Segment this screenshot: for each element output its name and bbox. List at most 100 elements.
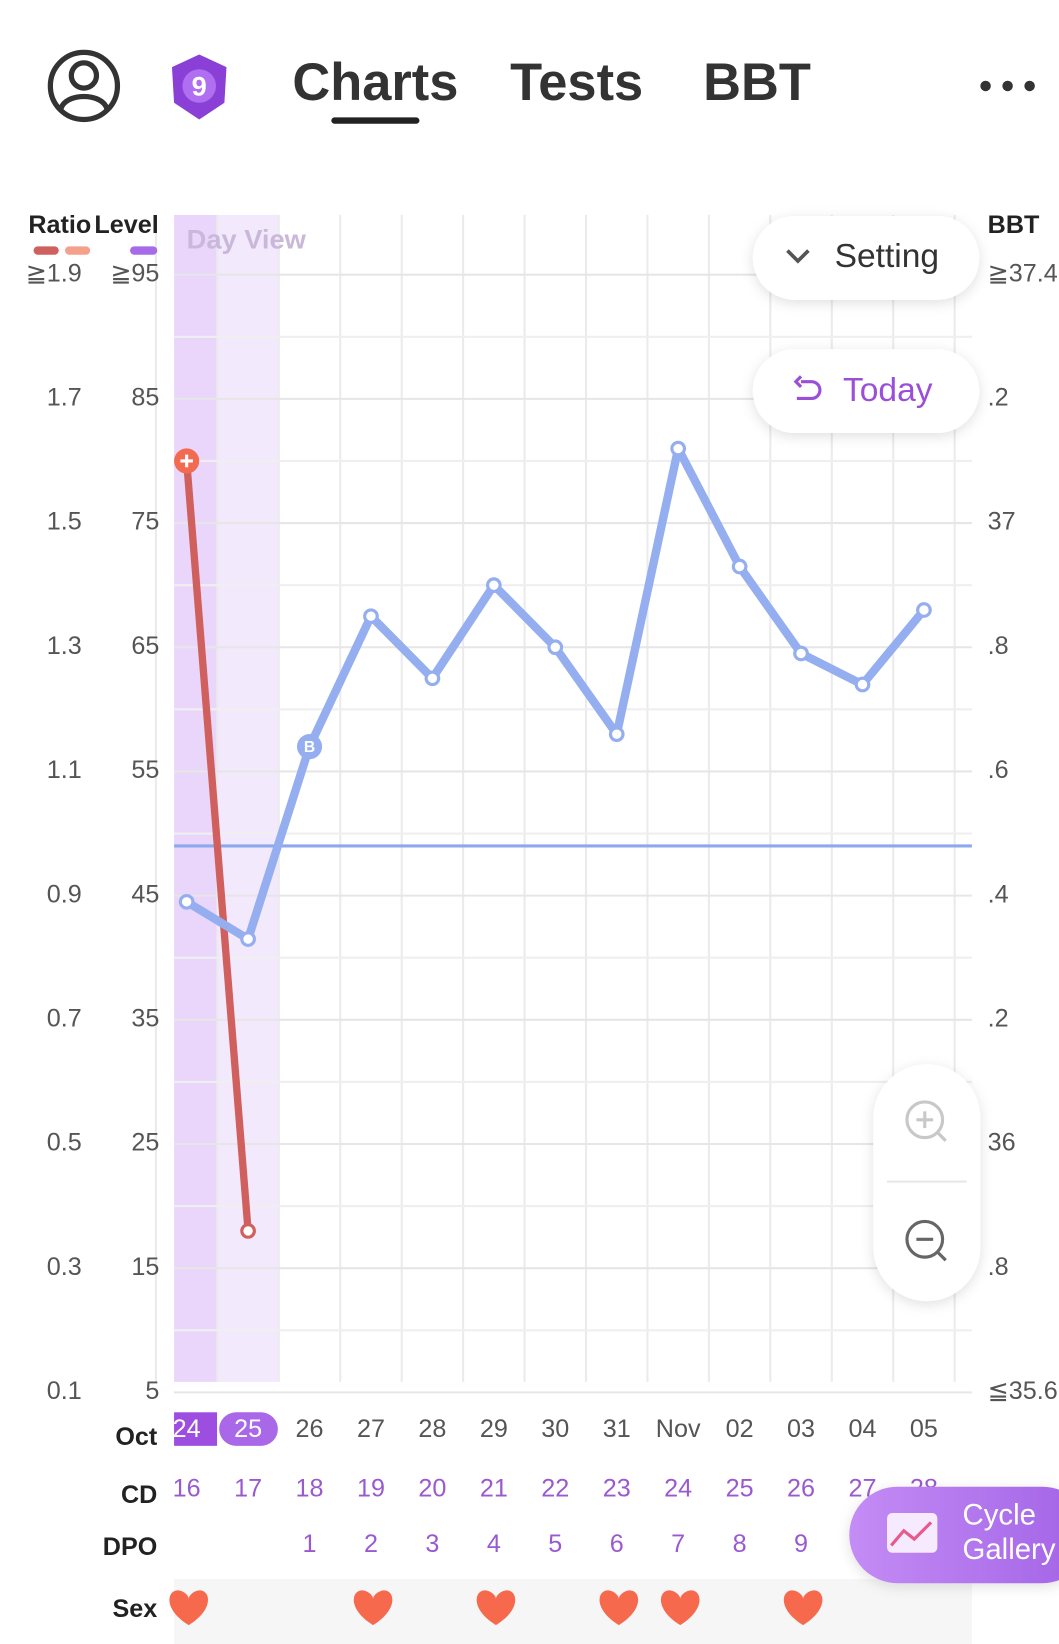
level-tick-label: 5 [145,1377,159,1405]
level-tick-label: ≧95 [110,259,159,287]
ratio-tick-label: 0.5 [47,1129,82,1157]
today-label: Today [843,372,933,409]
bbt-tick-label: .6 [988,756,1009,784]
x-tick-label: 04 [849,1415,877,1443]
sex-heart [660,1590,700,1626]
ratio-tick-label: 0.9 [47,880,82,908]
row-label: CD [121,1481,157,1509]
zoom-in[interactable] [905,1100,947,1142]
level-tick-label: 25 [131,1129,159,1157]
sex-heart [353,1590,393,1626]
bbt-tick-label: .4 [988,880,1009,908]
bbt-tick-label: 37 [988,508,1016,536]
ovulation-marker-label: B [304,739,315,756]
x-tick-label: 28 [418,1415,446,1443]
data-point [731,558,748,575]
bbt-tick-label: .2 [988,1004,1009,1032]
more-menu[interactable] [980,80,1035,92]
data-point [363,608,379,625]
today-button[interactable]: Today [752,349,980,434]
x-tick-label: 29 [480,1415,508,1443]
period-shade [174,214,218,1382]
data-point [424,670,441,687]
data-point [608,726,625,743]
level-tick-label: 45 [131,880,159,908]
dpo-value: 6 [610,1530,624,1558]
gallery-button[interactable]: Cycle Gallery [849,1486,1059,1584]
badge[interactable]: 9 [171,54,227,120]
ovulation-marker [296,734,323,760]
x-tick-label: Nov [656,1415,701,1443]
cd-value: 19 [357,1475,385,1503]
dpo-value: 2 [364,1530,378,1558]
sex-heart [599,1590,639,1626]
cd-value: 26 [787,1475,815,1503]
x-tick-label: 26 [296,1415,324,1443]
level-tick-label: 65 [131,632,159,660]
sex-heart [169,1590,209,1626]
tab-underline [331,117,420,124]
dpo-value: 3 [425,1530,439,1558]
tab[interactable]: BBT [703,54,811,112]
ratio-tick-label: 1.7 [47,384,82,412]
sex-row [174,1578,972,1644]
ratio-tick-label: 1.3 [47,632,82,660]
cd-value: 20 [418,1475,446,1503]
x-tick-label: 31 [603,1415,631,1443]
bbt-tick-label: .2 [988,384,1009,412]
x-tick-label: 25 [234,1415,262,1443]
data-point [793,645,809,662]
cd-value: 22 [541,1475,569,1503]
data-point [240,931,256,947]
level-tick-label: 85 [131,384,159,412]
x-tick-label: 30 [541,1415,569,1443]
dpo-value: 4 [487,1530,501,1558]
dpo-value: 8 [733,1530,747,1558]
level-header: Level [94,211,158,239]
tab[interactable]: Charts [292,54,458,112]
series-line [182,460,252,1232]
dpo-value: 5 [548,1530,562,1558]
data-point [240,1223,256,1239]
profile-icon[interactable] [47,49,121,123]
x-tick-label: 27 [357,1415,385,1443]
x-tick-label: 05 [910,1415,938,1443]
cd-value: 23 [603,1475,631,1503]
level-tick-label: 55 [131,756,159,784]
row-label: DPO [103,1533,158,1561]
bbt-tick-label: ≧37.4 [988,259,1058,287]
data-point [485,577,502,594]
bbt-tick-label: .8 [988,632,1009,660]
data-point [547,639,564,656]
x-tick-label: 02 [726,1415,754,1443]
data-point [178,893,195,910]
marker-plus [180,454,193,468]
gallery-label: Cycle Gallery [962,1498,1056,1566]
positive-marker [174,448,200,474]
bbt-tick-label: .8 [988,1253,1009,1281]
data-point [916,602,932,618]
tab[interactable]: Tests [510,54,643,112]
sex-heart [476,1590,516,1626]
zoom-out[interactable] [905,1219,947,1262]
cd-value: 24 [664,1475,692,1503]
level-tick-label: 15 [131,1253,159,1281]
ratio-tick-label: 0.1 [47,1377,82,1405]
ratio-tick-label: 1.5 [47,508,82,536]
x-tick-label: 24 [173,1415,201,1443]
legend-swatch [65,246,91,255]
bbt-tick-label: 36 [988,1129,1016,1157]
legend-swatch [33,246,59,255]
date-highlight [174,1412,218,1446]
date-highlight [219,1412,278,1446]
view-label[interactable]: Day View [187,223,307,254]
cd-value: 21 [480,1475,508,1503]
x-tick-label: 03 [787,1415,815,1443]
cd-value: 18 [296,1475,324,1503]
level-tick-label: 75 [131,508,159,536]
month-label: Oct [115,1423,158,1451]
setting-button[interactable]: Setting [752,215,980,300]
cd-value: 16 [173,1475,201,1503]
